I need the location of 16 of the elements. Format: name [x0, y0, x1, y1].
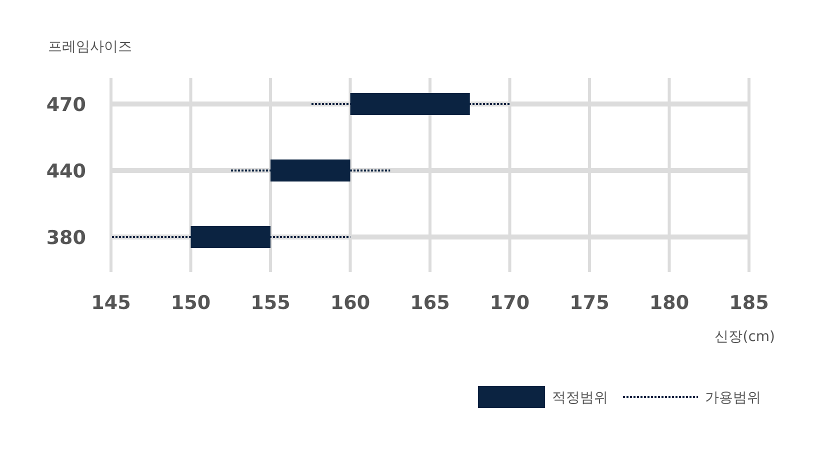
x-axis-title: 신장(cm): [714, 329, 775, 345]
text: 가용범위: [705, 390, 761, 406]
x-tick-label: 145: [91, 292, 131, 314]
legend-label: 적정범위: [552, 390, 608, 406]
x-tick-label: 175: [570, 292, 610, 314]
x-tick-label: 185: [729, 292, 769, 314]
x-tick-label: 155: [250, 292, 290, 314]
x-tick-label: 165: [410, 292, 450, 314]
y-axis-title: 프레임사이즈: [48, 39, 132, 55]
y-tick-label: 470: [46, 94, 86, 116]
x-tick-label: 150: [170, 292, 211, 314]
x-tick-label: 180: [649, 292, 690, 314]
y-tick-label: 380: [46, 227, 86, 249]
x-tick-label: 160: [330, 292, 370, 314]
y-tick-label: 440: [46, 160, 86, 182]
x-tick-label: 170: [490, 292, 530, 314]
